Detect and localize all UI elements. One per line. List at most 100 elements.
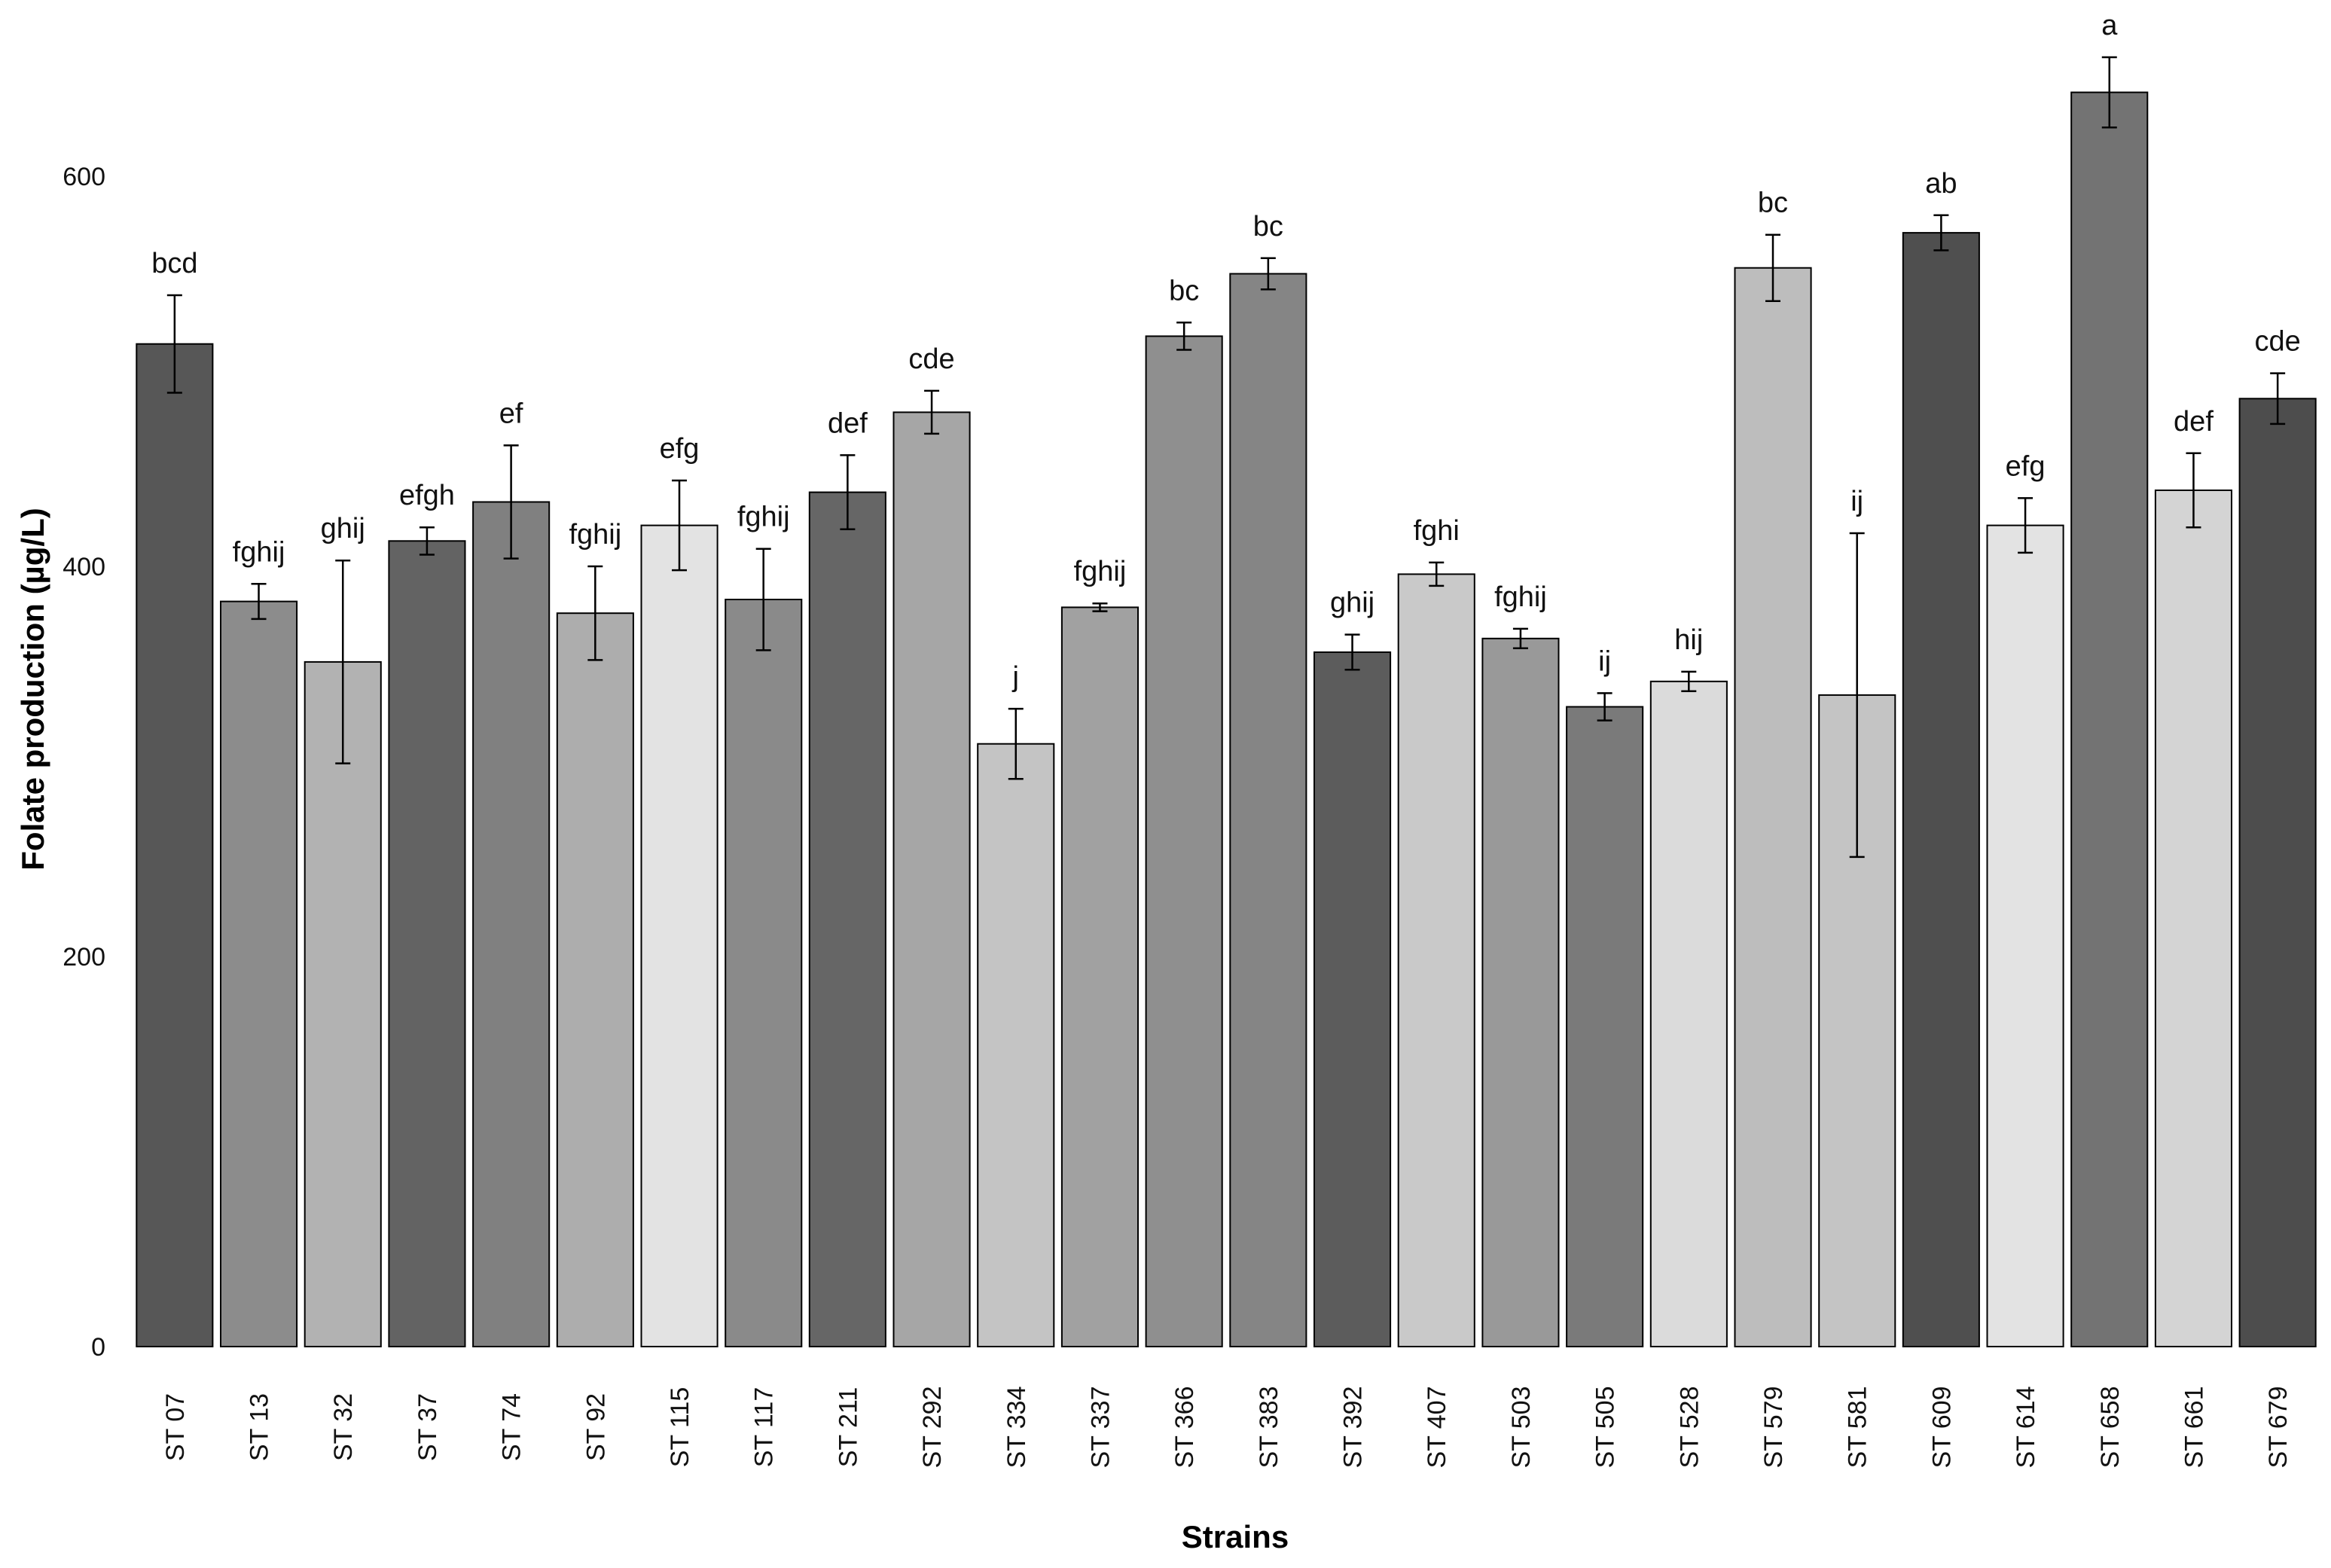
x-tick-label: ST 366 <box>1170 1386 1199 1468</box>
error-bar <box>1260 257 1276 291</box>
significance-letter: def <box>828 407 868 439</box>
bar <box>1986 524 2064 1347</box>
significance-letter: bcd <box>151 248 197 279</box>
bar <box>1060 606 1140 1347</box>
error-bar <box>587 565 603 661</box>
bars <box>136 91 2317 1348</box>
x-tick-label: ST 579 <box>1759 1386 1788 1468</box>
y-axis-ticks: 0 200 400 600 <box>63 163 105 1362</box>
significance-letter: j <box>1012 661 1019 693</box>
error-bar <box>1092 602 1108 612</box>
x-tick-label: ST 32 <box>329 1393 358 1461</box>
x-tick-label: ST 614 <box>2012 1386 2040 1468</box>
x-tick-label: ST 334 <box>1002 1386 1031 1468</box>
significance-letter: efg <box>660 433 700 465</box>
significance-letter: ij <box>1598 645 1611 677</box>
error-bar <box>335 559 351 764</box>
bar <box>220 600 298 1347</box>
bar <box>556 612 634 1347</box>
x-tick-label: ST 528 <box>1675 1386 1704 1468</box>
bar <box>1566 706 1644 1347</box>
error-bar <box>755 548 771 651</box>
bar <box>1481 637 1560 1347</box>
error-bar <box>924 389 940 435</box>
error-bar <box>2186 452 2201 529</box>
error-bar <box>840 454 856 531</box>
error-bar <box>1344 633 1360 671</box>
error-bar <box>503 444 519 560</box>
bar <box>2070 91 2149 1348</box>
significance-letter: fghij <box>233 536 285 568</box>
error-bar <box>2018 497 2034 554</box>
bar <box>808 491 886 1347</box>
bar <box>1313 651 1392 1347</box>
bar <box>1902 232 1980 1348</box>
significance-letter: a <box>2101 10 2118 41</box>
significance-letter: bc <box>1253 211 1283 243</box>
significance-letters: bcd fghij ghij efgh ef fghij efg fghij def cde j fg… <box>151 10 2301 693</box>
significance-letter: ab <box>1925 168 1957 200</box>
bar <box>892 411 971 1347</box>
error-bar <box>419 526 435 556</box>
y-tick-label: 0 <box>91 1333 105 1362</box>
x-tick-label: ST 92 <box>581 1393 610 1461</box>
x-tick-label: ST 392 <box>1339 1386 1368 1468</box>
x-tick-label: ST 503 <box>1507 1386 1536 1468</box>
x-tick-label: ST 74 <box>498 1393 526 1461</box>
x-tick-label: ST 658 <box>2096 1386 2125 1468</box>
significance-letter: hij <box>1674 624 1703 656</box>
significance-letter: fghij <box>569 519 621 551</box>
y-tick-label: 400 <box>63 553 105 581</box>
bar <box>1734 267 1812 1348</box>
x-tick-label: ST 117 <box>750 1387 779 1467</box>
x-tick-label: ST 661 <box>2180 1386 2208 1468</box>
significance-letter: ij <box>1850 486 1863 517</box>
x-tick-label: ST 337 <box>1086 1386 1115 1468</box>
significance-letter: bc <box>1758 188 1788 219</box>
x-tick-label: ST 211 <box>834 1387 862 1467</box>
y-tick-label: 600 <box>63 163 105 191</box>
error-bar <box>672 479 687 572</box>
x-tick-label: ST 407 <box>1423 1386 1451 1468</box>
significance-letter: fghij <box>1494 581 1547 613</box>
x-tick-label: ST 679 <box>2264 1386 2293 1468</box>
bar <box>2238 398 2317 1347</box>
bar <box>388 540 466 1347</box>
significance-letter: ef <box>499 398 523 429</box>
error-bar <box>2270 372 2286 426</box>
significance-letter: def <box>2174 406 2214 438</box>
bar <box>1649 680 1728 1347</box>
bar <box>640 524 719 1347</box>
error-bar <box>251 583 267 621</box>
bar <box>1145 335 1223 1347</box>
x-tick-label: ST 581 <box>1844 1386 1872 1468</box>
bar <box>977 743 1055 1347</box>
bar <box>304 660 382 1347</box>
error-bar <box>1597 692 1612 721</box>
significance-letter: efgh <box>399 480 455 511</box>
significance-letter: ghij <box>1330 587 1374 619</box>
x-tick-label: ST 13 <box>246 1393 274 1461</box>
x-tick-label: ST 07 <box>161 1393 190 1461</box>
error-bar <box>1765 233 1780 303</box>
error-bar <box>1512 627 1528 650</box>
significance-letter: cde <box>2255 326 2301 358</box>
x-tick-label: ST 115 <box>666 1387 694 1467</box>
x-tick-label: ST 609 <box>1927 1386 1956 1468</box>
x-tick-label: ST 37 <box>413 1393 442 1461</box>
error-bar <box>1429 561 1445 587</box>
error-bar <box>1681 670 1697 693</box>
significance-letter: ghij <box>321 513 365 545</box>
bar <box>725 599 803 1347</box>
x-tick-label: ST 292 <box>918 1386 947 1468</box>
y-axis-title: Folate production (µg/L) <box>15 508 50 870</box>
bar <box>1397 573 1475 1347</box>
x-axis-title: Strains <box>1182 1519 1289 1554</box>
error-bar <box>1008 707 1024 780</box>
x-tick-label: ST 505 <box>1591 1386 1620 1468</box>
error-bar <box>1933 214 1949 252</box>
bar <box>1229 273 1307 1347</box>
error-bar <box>2101 56 2117 129</box>
significance-letter: fghij <box>737 502 790 533</box>
